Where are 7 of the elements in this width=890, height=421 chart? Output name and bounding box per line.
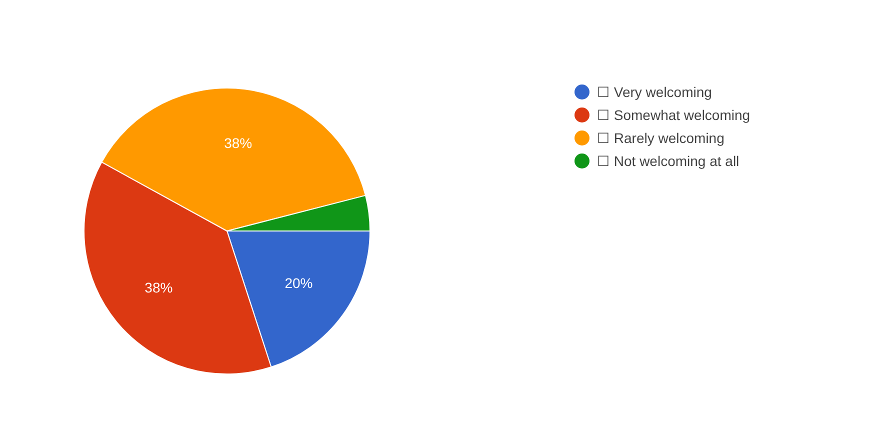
data-label: 38% — [144, 280, 173, 296]
data-label: 38% — [224, 135, 252, 152]
legend-label: ☐ Rarely welcoming — [597, 130, 724, 146]
legend-label: ☐ Somewhat welcoming — [597, 106, 750, 122]
legend-label: ☐ Very welcoming — [597, 84, 712, 100]
legend-label: ☐ Not welcoming at all — [597, 152, 740, 168]
data-label: 20% — [284, 275, 313, 292]
